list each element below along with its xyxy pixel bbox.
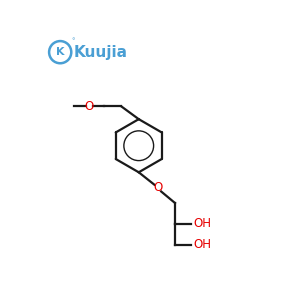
Text: O: O [84, 100, 94, 113]
Text: Kuujia: Kuujia [74, 45, 128, 60]
Text: O: O [153, 182, 162, 194]
Text: OH: OH [194, 217, 211, 230]
Text: OH: OH [194, 238, 211, 251]
Text: K: K [56, 47, 64, 57]
Text: °: ° [72, 39, 75, 45]
